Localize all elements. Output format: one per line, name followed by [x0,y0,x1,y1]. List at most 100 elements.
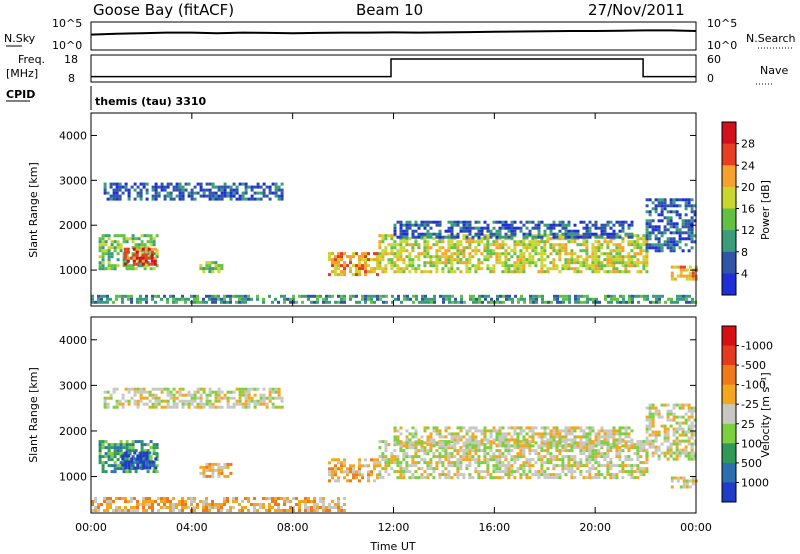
heatmap-cell [417,243,421,247]
heatmap-cell [104,252,108,256]
heatmap-cell [501,461,505,465]
heatmap-cell [148,463,152,467]
heatmap-cell [558,270,562,274]
heatmap-cell [381,440,385,444]
heatmap-cell [193,197,197,201]
heatmap-cell [126,256,130,260]
heatmap-cell [603,458,607,462]
heatmap-cell [280,294,283,298]
heatmap-cell [136,460,140,464]
heatmap-cell [313,506,316,509]
heatmap-cell [262,387,266,391]
heatmap-cell [486,249,490,253]
heatmap-cell [411,249,415,253]
heatmap-cell [238,297,241,301]
heatmap-cell [540,473,544,477]
heatmap-cell [142,463,146,467]
heatmap-cell [396,470,400,474]
heatmap-cell [110,255,114,259]
heatmap-cell [528,444,532,448]
heatmap-cell [499,294,502,298]
heatmap-cell [672,225,676,229]
heatmap-cell [489,243,493,247]
heatmap-cell [211,405,215,409]
heatmap-cell [140,243,144,247]
heatmap-cell [142,454,146,458]
heatmap-cell [672,237,676,241]
heatmap-cell [352,476,355,480]
heatmap-cell [349,261,352,265]
heatmap-cell [468,223,472,227]
heatmap-cell [453,464,457,468]
heatmap-cell [576,255,580,259]
heatmap-cell [555,444,559,448]
heatmap-cell [585,243,589,247]
heatmap-cell [136,297,139,301]
heatmap-cell [691,274,695,278]
heatmap-cell [480,261,484,265]
heatmap-cell [181,497,184,500]
heatmap-cell [163,185,167,189]
heatmap-cell [636,452,640,456]
heatmap-cell [504,444,508,448]
heatmap-cell [657,204,661,208]
heatmap-cell [465,258,469,262]
heatmap-cell [217,465,221,469]
heatmap-cell [681,448,685,452]
heatmap-cell [651,406,655,410]
heatmap-cell [462,426,466,430]
heatmap-cell [453,455,457,459]
heatmap-cell [637,294,640,298]
x-tick-label: 12:00 [378,521,410,534]
heatmap-cell [355,270,358,274]
heatmap-cell [127,297,130,301]
heatmap-cell [612,258,616,262]
heatmap-cell [669,409,673,413]
heatmap-cell [241,387,245,391]
heatmap-cell [552,223,556,227]
heatmap-cell [585,426,589,430]
heatmap-cell [580,294,583,298]
heatmap-cell [579,261,583,265]
heatmap-cell [155,464,159,468]
heatmap-cell [408,264,412,268]
heatmap-cell [462,223,466,227]
heatmap-cell [501,226,505,230]
heatmap-cell [414,240,418,244]
heatmap-cell [615,235,619,239]
heatmap-cell [483,258,487,262]
heatmap-cell [654,409,658,413]
heatmap-cell [393,261,397,265]
heatmap-cell [181,197,185,201]
heatmap-cell [136,390,140,394]
heatmap-cell [627,270,631,274]
heatmap-cell [471,458,475,462]
heatmap-cell [411,441,415,445]
heatmap-cell [387,258,391,262]
heatmap-cell [136,509,139,512]
heatmap-cell [663,439,667,443]
heatmap-cell [238,387,242,391]
heatmap-cell [376,458,379,462]
heatmap-cell [139,191,143,195]
heatmap-cell [115,509,118,512]
heatmap-cell [450,476,454,480]
heatmap-cell [489,476,493,480]
heatmap-cell [513,232,517,236]
heatmap-cell [319,500,322,503]
heatmap-cell [459,449,463,453]
heatmap-cell [634,294,637,298]
heatmap-cell [462,476,466,480]
heatmap-cell [480,476,484,480]
heatmap-cell [196,405,200,409]
heatmap-cell [535,300,538,304]
heatmap-cell [513,470,517,474]
heatmap-cell [448,294,451,298]
heatmap-cell [486,267,490,271]
heatmap-cell [525,249,529,253]
heatmap-cell [420,473,424,477]
heatmap-cell [588,467,592,471]
heatmap-cell [555,435,559,439]
heatmap-cell [423,429,427,433]
